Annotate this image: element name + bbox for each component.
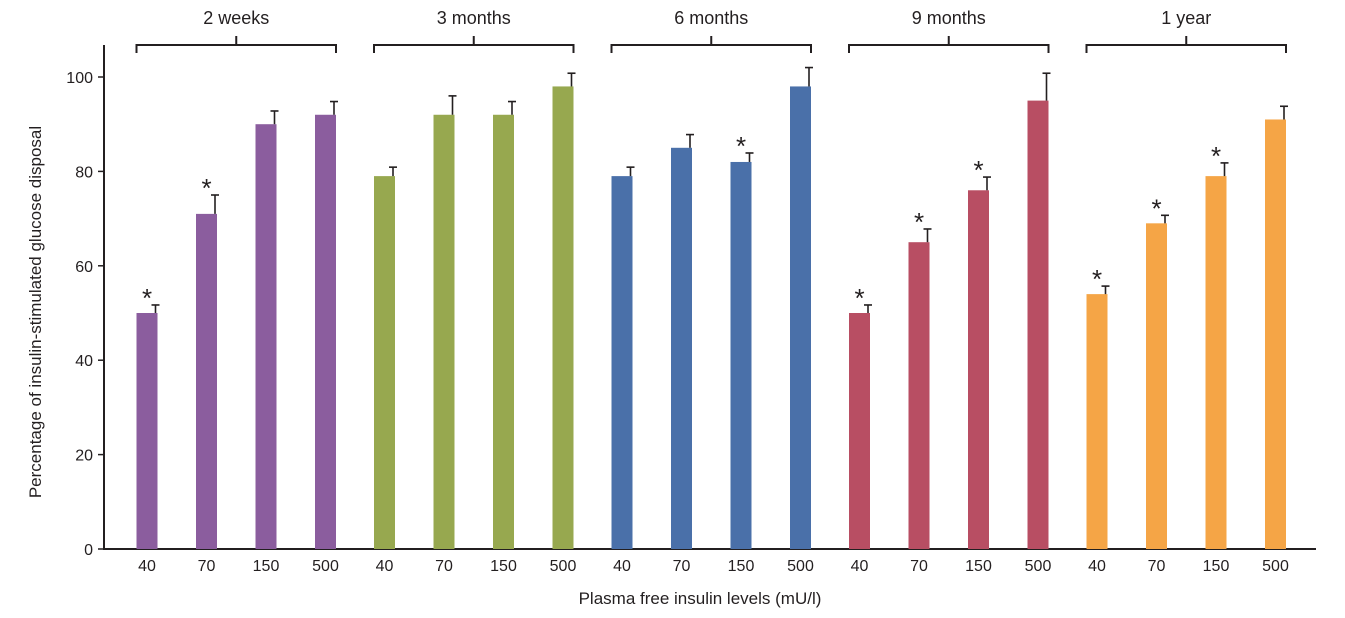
significance-star: * [1092,264,1102,294]
bar [196,213,217,549]
bracket-line [610,36,812,53]
bracket-line [1085,36,1287,53]
x-tick-label: 500 [312,558,339,575]
x-tick-label: 70 [198,558,216,575]
group-label: 1 year [1161,8,1211,28]
group-label: 6 months [674,8,748,28]
bar [315,114,336,549]
bracket-line [135,36,337,53]
significance-star: * [736,131,746,161]
bar-group-1 [374,72,576,549]
group-label: 9 months [912,8,986,28]
y-tick-label: 60 [75,259,93,276]
bar [374,176,395,549]
x-tick-label: 70 [673,558,691,575]
bar-group-3: * * * [849,72,1051,549]
x-tick-label: 500 [1025,558,1052,575]
bars: ********* [136,66,1288,550]
x-tick-label: 150 [1203,558,1230,575]
significance-star: * [973,155,983,185]
significance-star: * [1211,141,1221,171]
bar [730,161,752,549]
bar [790,86,811,549]
significance-star: * [914,207,924,237]
x-tick-label: 500 [787,558,814,575]
bracket-line [848,36,1050,53]
bar [552,86,574,549]
x-tick-label: 70 [435,558,453,575]
group-bracket: 2 weeks [135,8,337,53]
x-axis: 40 70 150 500 40 70 150 500 40 70 150 500 40 70 150 500… [103,548,1316,575]
significance-star: * [142,283,152,313]
bar [968,190,989,549]
x-tick-label: 150 [965,558,992,575]
bar [433,114,455,549]
bar-group-4: * * * [1086,105,1288,549]
bar [908,242,930,549]
significance-star: * [201,173,211,203]
y-tick-label: 80 [75,164,93,181]
bracket-line [373,36,575,53]
y-tick-label: 100 [66,70,93,87]
significance-star: * [1151,193,1161,223]
x-tick-label: 40 [376,558,394,575]
group-label: 2 weeks [203,8,269,28]
bar [1205,176,1227,549]
bar [255,124,277,549]
x-tick-label: 40 [1088,558,1106,575]
bar [611,176,633,549]
bar [671,147,692,550]
group-bracket: 3 months [373,8,575,53]
bar [849,313,870,549]
x-tick-label: 40 [613,558,631,575]
y-tick-label: 20 [75,448,93,465]
bar [1086,294,1108,549]
x-tick-label: 40 [138,558,156,575]
x-tick-label: 40 [851,558,869,575]
x-tick-label: 70 [910,558,928,575]
x-tick-label: 150 [728,558,755,575]
bar [1027,100,1049,549]
y-tick-label: 40 [75,353,93,370]
bar [493,114,514,549]
group-bracket: 9 months [848,8,1050,53]
group-label: 3 months [437,8,511,28]
x-tick-label: 500 [550,558,577,575]
bar [1265,119,1286,549]
group-brackets: 2 weeks 3 months 6 months 9 months 1 year [135,8,1287,53]
bar-group-2: * [611,66,813,550]
bar-group-0: ** [136,100,338,549]
x-tick-label: 150 [490,558,517,575]
significance-star: * [854,283,864,313]
bar [136,313,158,549]
y-tick-label: 0 [84,542,93,559]
group-bracket: 1 year [1085,8,1287,53]
y-axis: 0 20 40 60 80 100 [66,45,105,559]
group-bracket: 6 months [610,8,812,53]
bar [1146,223,1167,549]
x-tick-label: 500 [1262,558,1289,575]
x-tick-label: 70 [1148,558,1166,575]
x-axis-title: Plasma free insulin levels (mU/l) [579,589,822,608]
y-axis-title: Percentage of insulin-stimulated glucose… [26,126,45,498]
x-tick-label: 150 [253,558,280,575]
